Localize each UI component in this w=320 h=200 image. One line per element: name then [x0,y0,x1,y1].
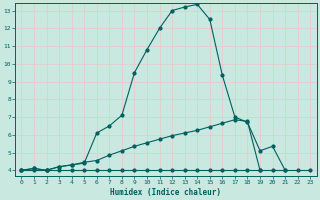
X-axis label: Humidex (Indice chaleur): Humidex (Indice chaleur) [110,188,221,197]
